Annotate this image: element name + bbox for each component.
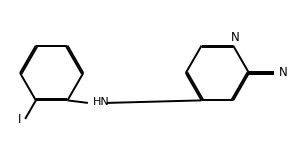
Text: N: N [279,66,287,80]
Text: HN: HN [93,97,110,107]
Text: N: N [231,31,240,44]
Text: I: I [18,113,21,126]
